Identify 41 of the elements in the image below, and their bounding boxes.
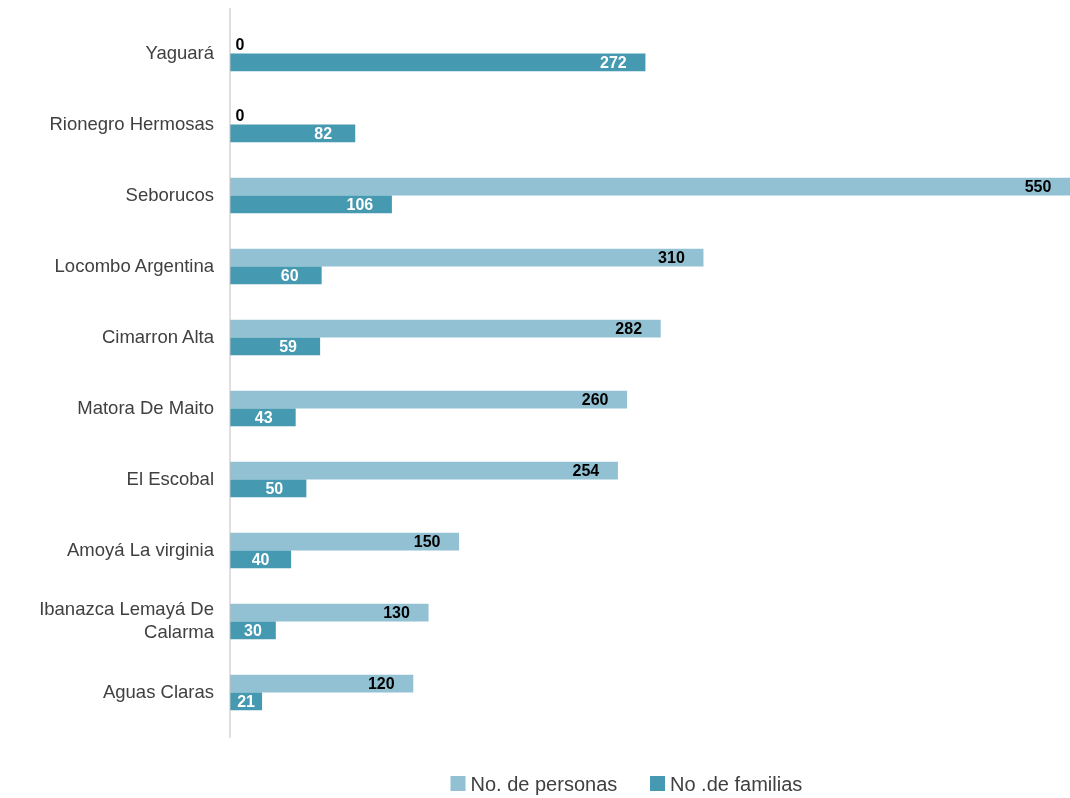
bar (230, 674, 414, 693)
data-label: 60 (280, 266, 299, 284)
bar (230, 177, 1070, 196)
legend-label: No. de personas (470, 773, 618, 795)
bar (230, 248, 704, 267)
y-tick-label: Matora De Maito (77, 396, 214, 418)
data-label: 30 (244, 621, 262, 639)
y-tick-label: Rionegro Hermosas (49, 112, 214, 134)
data-label: 59 (279, 337, 298, 355)
data-label: 0 (235, 107, 245, 125)
y-tick-label: Ibanazca Lemayá De Calarma (39, 597, 215, 642)
data-label: 21 (237, 692, 256, 710)
data-label: 40 (251, 550, 270, 568)
y-tick-label: Aguas Claras (102, 680, 214, 702)
bar (230, 390, 628, 409)
data-label: 43 (254, 408, 273, 426)
y-tick-label: Amoyá La virginia (66, 538, 215, 560)
data-label: 254 (572, 462, 600, 480)
bar (230, 461, 618, 480)
bar (230, 603, 429, 622)
data-label: 0 (235, 36, 245, 54)
data-label: 82 (314, 124, 333, 142)
y-tick-label: Yaguará (145, 41, 215, 63)
bar (230, 532, 460, 551)
data-label: 106 (346, 195, 374, 213)
data-label: 120 (367, 675, 395, 693)
data-label: 150 (413, 533, 441, 551)
y-tick-label: Seborucos (125, 183, 214, 205)
data-label: 310 (658, 249, 685, 267)
data-label: 50 (265, 479, 284, 497)
y-tick-label: Locombo Argentina (54, 254, 215, 276)
data-label: 282 (615, 320, 643, 338)
data-label: 272 (600, 53, 627, 71)
bar (230, 53, 646, 72)
data-label: 260 (581, 391, 609, 409)
data-label: 550 (1024, 178, 1052, 196)
data-label: 130 (383, 604, 410, 622)
y-tick-label: Cimarron Alta (101, 325, 215, 347)
y-tick-label: El Escobal (126, 467, 214, 489)
bar (230, 319, 661, 338)
legend-label: No .de familias (670, 773, 803, 795)
